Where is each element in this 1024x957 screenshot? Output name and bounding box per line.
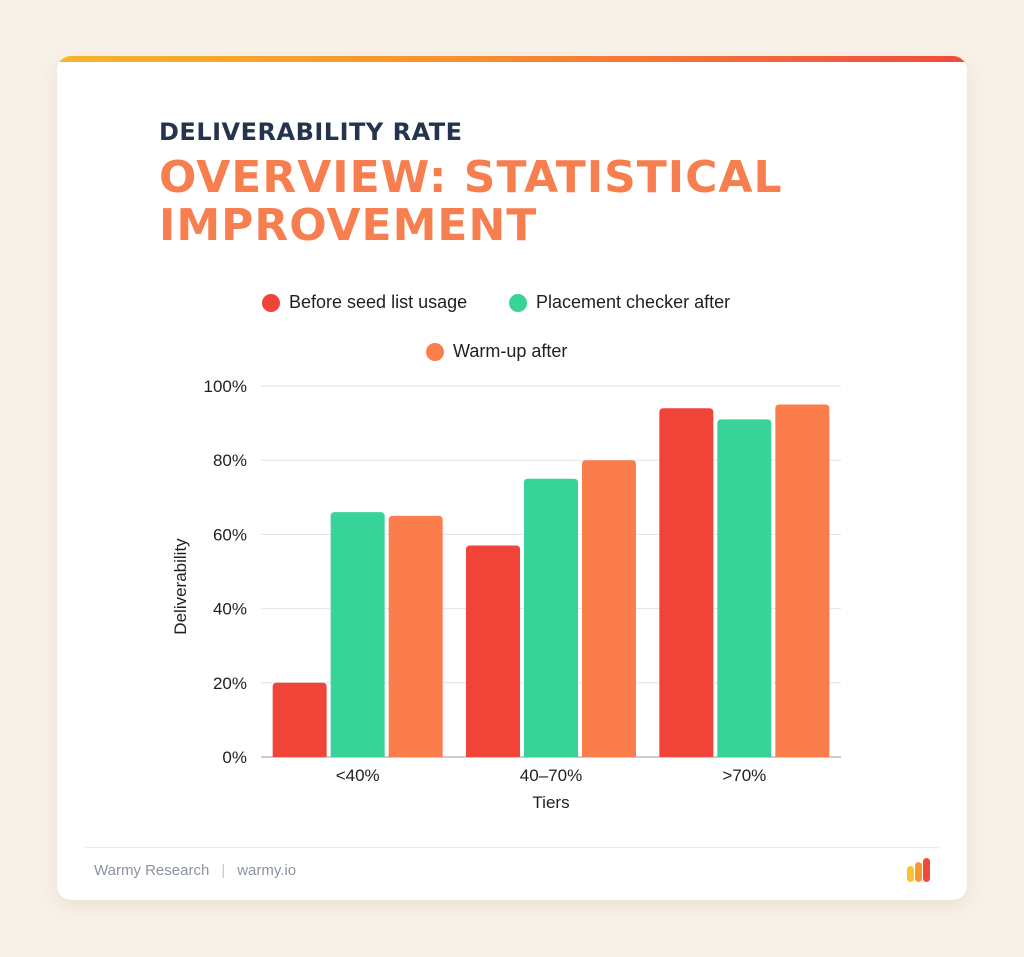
legend-label: Placement checker after (536, 292, 731, 312)
y-tick-label: 80% (213, 451, 247, 470)
legend-dot-green-icon (509, 293, 527, 312)
y-tick-label: 20% (213, 674, 247, 693)
bar (272, 682, 327, 757)
bar (466, 545, 520, 757)
bar (582, 460, 636, 757)
page-subtitle: DELIVERABILITY RATE (159, 118, 463, 146)
footer: Warmy Research | warmy.io (94, 862, 296, 879)
y-tick-label: 0% (222, 748, 247, 767)
warmy-logo-icon (907, 858, 930, 882)
legend-dot-orange-icon (426, 342, 444, 361)
infographic-card: DELIVERABILITY RATE OVERVIEW: STATISTICA… (57, 56, 967, 900)
bar (524, 478, 578, 757)
legend-item-before: Before seed list usage (262, 292, 467, 313)
bar-chart: 0% 20% 40% 60% 80% 100% <40% 40–70% >70% Tiers Del… (171, 377, 841, 812)
legend-dot-red-icon (262, 293, 280, 312)
bar (659, 408, 714, 757)
y-axis-title: Deliverability (171, 538, 190, 635)
bar (388, 515, 443, 757)
bar (775, 404, 830, 757)
bar (330, 512, 385, 757)
footer-source: Warmy Research (94, 862, 210, 879)
x-tick-label: 40–70% (520, 766, 582, 785)
x-tick-label: <40% (336, 766, 380, 785)
legend-label: Before seed list usage (289, 292, 468, 312)
gradient-top-bar (57, 56, 967, 62)
y-tick-label: 100% (204, 377, 247, 396)
x-tick-label: >70% (722, 766, 766, 785)
footer-divider (85, 847, 939, 848)
legend-item-placement: Placement checker after (509, 292, 730, 313)
y-tick-label: 40% (213, 600, 247, 619)
bar (717, 419, 772, 757)
footer-separator: | (221, 862, 226, 879)
y-tick-label: 60% (213, 525, 247, 544)
legend-item-warmup: Warm-up after (426, 341, 567, 362)
x-axis-title: Tiers (532, 793, 569, 812)
legend-label: Warm-up after (453, 341, 568, 361)
page-title: OVERVIEW: STATISTICAL IMPROVEMENT (159, 152, 783, 251)
footer-site-link[interactable]: warmy.io (237, 862, 297, 879)
